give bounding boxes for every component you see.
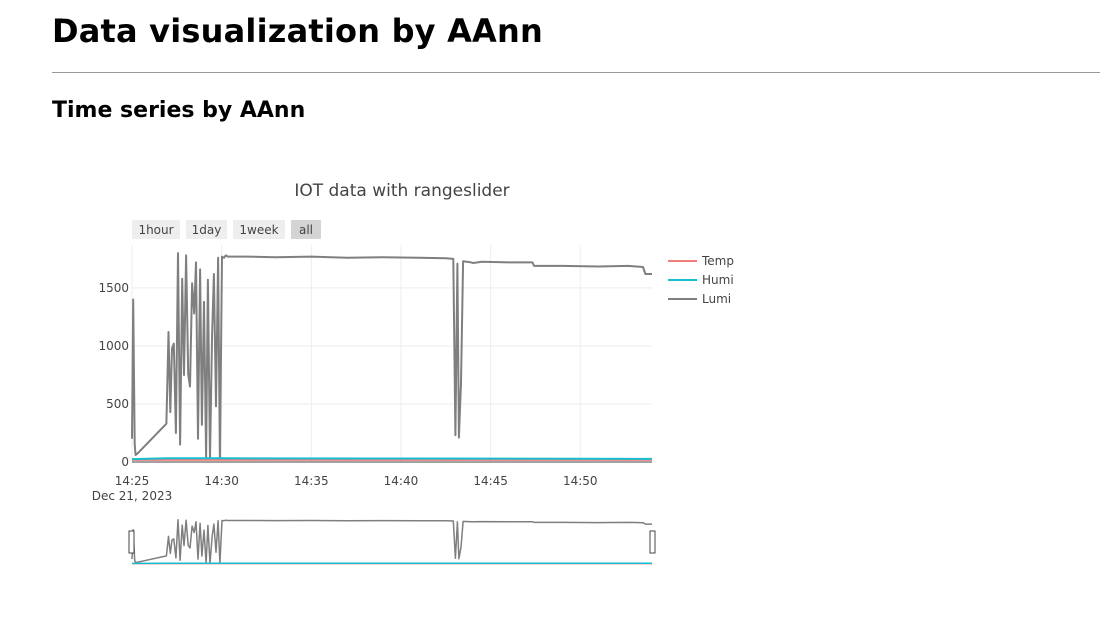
- series-line-humi[interactable]: [131, 457, 653, 461]
- legend-item-temp[interactable]: Temp: [668, 254, 734, 268]
- range-selector: 1hour 1day 1week all: [132, 220, 321, 239]
- y-tick-label: 1000: [98, 339, 129, 353]
- legend-label: Lumi: [702, 292, 731, 306]
- range-button-1day[interactable]: 1day: [186, 220, 227, 239]
- range-slider-right-handle[interactable]: [649, 530, 656, 554]
- x-tick-label: 14:25: [115, 474, 150, 488]
- x-tick-label: 14:40: [384, 474, 419, 488]
- range-button-label: all: [299, 223, 313, 237]
- range-slider[interactable]: [128, 518, 656, 565]
- legend-item-lumi[interactable]: Lumi: [668, 292, 731, 306]
- range-button-label: 1day: [192, 223, 222, 237]
- y-tick-label: 500: [106, 397, 129, 411]
- legend-label: Humi: [702, 273, 734, 287]
- range-button-1week[interactable]: 1week: [233, 220, 285, 239]
- x-tick-label: 14:50: [563, 474, 598, 488]
- range-button-1hour[interactable]: 1hour: [132, 220, 180, 239]
- y-axis-ticks: 0 500 1000 1500: [98, 281, 129, 469]
- y-tick-label: 0: [121, 455, 129, 469]
- legend[interactable]: Temp Humi Lumi: [668, 254, 734, 306]
- range-button-all[interactable]: all: [291, 220, 321, 239]
- y-tick-label: 1500: [98, 281, 129, 295]
- page-title: Data visualization by AAnn: [52, 12, 543, 50]
- series-line-lumi[interactable]: [131, 252, 652, 461]
- x-tick-label: 14:30: [204, 474, 239, 488]
- legend-label: Temp: [701, 254, 734, 268]
- chart-title: IOT data with rangeslider: [294, 181, 509, 201]
- range-slider-left-handle[interactable]: [128, 530, 135, 554]
- x-axis-ticks: 14:25 14:30 14:35 14:40 14:45 14:50: [115, 474, 598, 488]
- range-button-label: 1hour: [138, 223, 173, 237]
- title-divider: [52, 72, 1100, 73]
- plot-area[interactable]: [131, 252, 653, 461]
- slider-line-lumi: [131, 518, 652, 565]
- legend-item-humi[interactable]: Humi: [668, 273, 734, 287]
- range-button-label: 1week: [239, 223, 278, 237]
- x-axis-date-label: Dec 21, 2023: [92, 489, 172, 503]
- x-tick-label: 14:35: [294, 474, 329, 488]
- x-tick-label: 14:45: [473, 474, 508, 488]
- section-title: Time series by AAnn: [52, 98, 306, 123]
